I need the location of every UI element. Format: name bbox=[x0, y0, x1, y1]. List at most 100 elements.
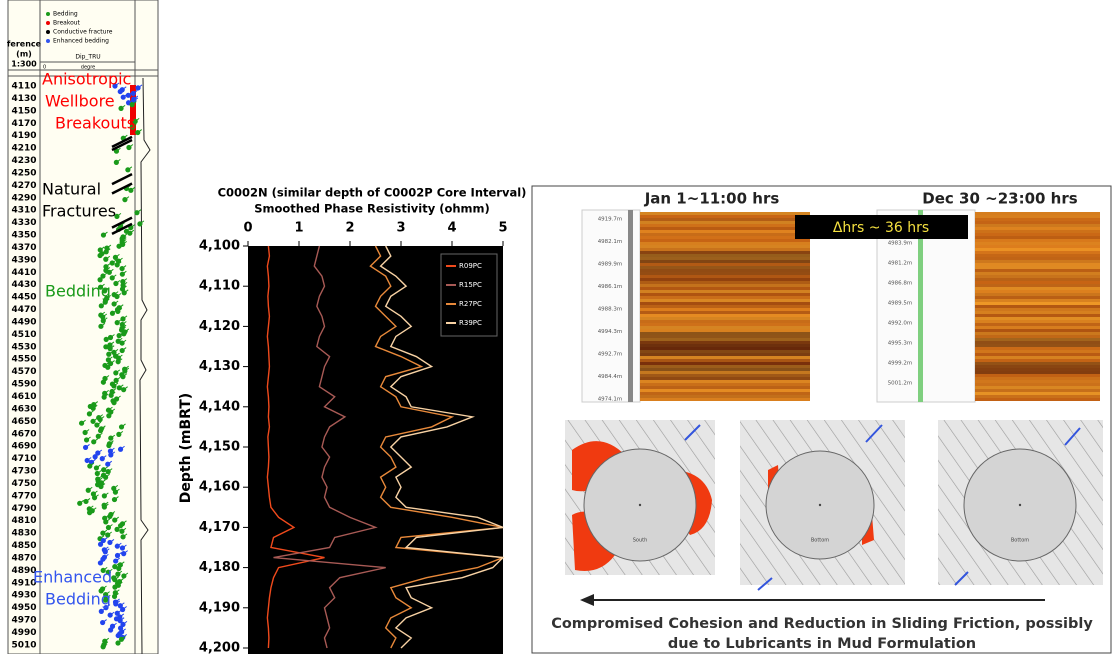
depth-label: 4170 bbox=[11, 119, 36, 129]
legend-label: R09PC bbox=[459, 262, 482, 270]
dip-dot bbox=[83, 430, 88, 435]
depth-strip bbox=[628, 210, 633, 402]
dip-dot bbox=[114, 294, 119, 299]
image-stripe bbox=[640, 236, 810, 239]
dip-dot bbox=[126, 145, 131, 150]
depth-label: 4770 bbox=[11, 491, 36, 501]
annotation: Enhanced bbox=[33, 568, 112, 587]
dip-dot bbox=[103, 257, 108, 262]
image-stripe bbox=[975, 329, 1100, 332]
image-stripe bbox=[640, 296, 810, 299]
depth-label: 4981.2m bbox=[888, 261, 913, 267]
dip-dot bbox=[122, 290, 127, 295]
image-stripe bbox=[975, 299, 1100, 302]
depth-label: 4510 bbox=[11, 330, 36, 340]
depth-label: 4970 bbox=[11, 616, 36, 626]
dip-dot bbox=[114, 527, 119, 532]
depth-label: 4350 bbox=[11, 231, 36, 241]
dip-dot bbox=[121, 95, 126, 100]
dip-dot bbox=[115, 544, 120, 549]
dip-dot bbox=[91, 406, 96, 411]
depth-label: 4989.5m bbox=[888, 301, 913, 307]
image-stripe bbox=[640, 395, 810, 398]
depth-label: 4986.1m bbox=[598, 284, 623, 290]
depth-label: 4670 bbox=[11, 429, 36, 439]
image-stripe bbox=[975, 284, 1100, 287]
dip-dot bbox=[101, 232, 106, 237]
image-stripe bbox=[640, 326, 810, 329]
dip-dot bbox=[84, 437, 89, 442]
dip-dot bbox=[98, 484, 103, 489]
dip-dot bbox=[100, 456, 105, 461]
depth-label: 4992.7m bbox=[598, 352, 623, 358]
annotation: Fractures bbox=[42, 202, 116, 221]
dip-dot bbox=[105, 532, 110, 537]
dip-dot bbox=[120, 316, 125, 321]
y-tick-label: 4,170 bbox=[199, 520, 240, 535]
legend-swatch bbox=[46, 39, 50, 43]
dip-dot bbox=[106, 443, 111, 448]
depth-label: 4830 bbox=[11, 529, 36, 539]
image-stripe bbox=[975, 212, 1100, 215]
dip-dot bbox=[87, 463, 92, 468]
annotation: Wellbore bbox=[45, 92, 115, 111]
image-stripe bbox=[640, 359, 810, 362]
depth-label: 4982.1m bbox=[598, 239, 623, 245]
figure: ference (m) 1:300 Dip_TRU 0 degre Beddin… bbox=[0, 0, 1112, 654]
dip-dot bbox=[112, 301, 117, 306]
center-dot bbox=[819, 504, 821, 506]
legend-swatch bbox=[46, 21, 50, 25]
dip-dot bbox=[135, 85, 140, 90]
depth-label: 4630 bbox=[11, 404, 36, 414]
y-tick-label: 4,110 bbox=[199, 279, 240, 294]
dip-dot bbox=[119, 340, 124, 345]
image-stripe bbox=[640, 314, 810, 317]
image-stripe bbox=[640, 287, 810, 290]
image-stripe bbox=[640, 380, 810, 383]
depth-label: 4430 bbox=[11, 280, 36, 290]
dip-dot bbox=[107, 270, 112, 275]
image-stripe bbox=[975, 365, 1100, 368]
image-stripe bbox=[975, 314, 1100, 317]
dip-dot bbox=[119, 424, 124, 429]
dip-dot bbox=[101, 467, 106, 472]
circle-label: South bbox=[633, 538, 648, 544]
dip-dot bbox=[98, 560, 103, 565]
dip-dot bbox=[115, 309, 120, 314]
image-stripe bbox=[975, 287, 1100, 290]
caption: due to Lubricants in Mud Formulation bbox=[668, 636, 976, 652]
dip-dot bbox=[98, 324, 103, 329]
depth-label: 5010 bbox=[11, 640, 36, 650]
dip-dot bbox=[103, 475, 108, 480]
annotation: Natural bbox=[42, 180, 101, 199]
dip-dot bbox=[94, 422, 99, 427]
depth-label: 4330 bbox=[11, 218, 36, 228]
depth-label: 4994.3m bbox=[598, 329, 623, 335]
depth-label: 4190 bbox=[11, 131, 36, 141]
image-stripe bbox=[975, 332, 1100, 335]
y-tick-label: 4,130 bbox=[199, 359, 240, 374]
dip-dot bbox=[113, 490, 118, 495]
depth-label: 4870 bbox=[11, 553, 36, 563]
y-tick-label: 4,100 bbox=[199, 239, 240, 254]
dip-dot bbox=[110, 311, 115, 316]
annotation: Bedding bbox=[45, 282, 111, 301]
image-stripe bbox=[975, 278, 1100, 281]
depth-label: 4250 bbox=[11, 168, 36, 178]
annotation: Bedding bbox=[45, 590, 111, 609]
depth-label: 4550 bbox=[11, 355, 36, 365]
image-stripe bbox=[640, 290, 810, 293]
dip-dot bbox=[111, 400, 116, 405]
image-log bbox=[640, 212, 810, 401]
legend-label: Bedding bbox=[53, 11, 78, 18]
dip-dot bbox=[130, 102, 135, 107]
image-stripe bbox=[975, 377, 1100, 380]
depth-label: 4270 bbox=[11, 181, 36, 191]
depth-label: 4989.9m bbox=[598, 262, 623, 268]
image-stripe bbox=[975, 383, 1100, 386]
image-stripe bbox=[975, 350, 1100, 353]
dip-dot bbox=[102, 395, 107, 400]
image-stripe bbox=[640, 332, 810, 335]
dip-dot bbox=[128, 188, 133, 193]
image-stripe bbox=[640, 257, 810, 260]
